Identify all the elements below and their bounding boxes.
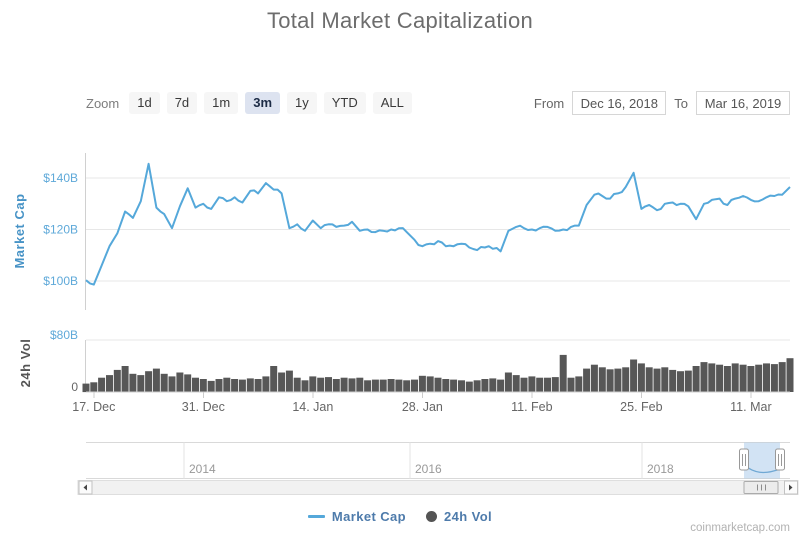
- navigator-year-label: 2016: [415, 462, 442, 476]
- zoom-ytd-button[interactable]: YTD: [323, 92, 366, 114]
- scrollbar-track[interactable]: [77, 480, 799, 495]
- market-cap-ytick: $140B: [43, 171, 78, 185]
- x-axis-label: 25. Feb: [620, 400, 662, 414]
- market-cap-pane[interactable]: $100B $120B $140B Market Cap: [12, 153, 791, 310]
- chart-controls: Zoom 1d 7d 1m 3m 1y YTD ALL From To: [86, 90, 790, 116]
- scrollbar-thumb[interactable]: [743, 481, 779, 494]
- scrollbar[interactable]: [77, 480, 799, 495]
- circle-marker-icon: [426, 511, 437, 522]
- legend-label-market-cap: Market Cap: [331, 509, 406, 524]
- from-label: From: [533, 95, 565, 111]
- x-axis-label: 17. Dec: [72, 400, 115, 414]
- line-marker-icon: [307, 515, 325, 518]
- scrollbar-left-button[interactable]: [78, 480, 93, 495]
- market-cap-ytick: $100B: [43, 274, 78, 288]
- zoom-1m-button[interactable]: 1m: [204, 92, 239, 114]
- page-title: Total Market Capitalization: [266, 8, 534, 33]
- x-axis-label: 31. Dec: [182, 400, 225, 414]
- navigator-year-label: 2014: [189, 462, 216, 476]
- x-axis-label: 28. Jan: [402, 400, 443, 414]
- attribution-text: coinmarketcap.com: [690, 522, 790, 534]
- x-axis-label: 14. Jan: [292, 400, 333, 414]
- volume-ytick-0: 0: [71, 380, 78, 394]
- zoom-1d-button[interactable]: 1d: [129, 92, 160, 114]
- legend-item-24h-vol[interactable]: 24h Vol: [426, 509, 492, 524]
- to-date-input[interactable]: [696, 91, 790, 115]
- navigator-handle-right[interactable]: [775, 448, 785, 471]
- from-date-input[interactable]: [572, 91, 667, 115]
- navigator-selected-range[interactable]: [744, 442, 780, 479]
- chart-legend: Market Cap 24h Vol: [0, 509, 800, 524]
- zoom-label: Zoom: [86, 95, 120, 111]
- volume-bars[interactable]: [82, 354, 794, 393]
- left-arrow-icon: [83, 484, 87, 491]
- legend-item-market-cap[interactable]: Market Cap: [307, 509, 406, 524]
- market-cap-line[interactable]: [85, 162, 791, 286]
- to-label: To: [674, 95, 688, 111]
- x-axis: 17. Dec 31. Dec 14. Jan 28. Jan 11. Feb 25. F…: [72, 392, 772, 414]
- scrollbar-right-button[interactable]: [784, 480, 798, 495]
- zoom-7d-button[interactable]: 7d: [166, 92, 198, 114]
- market-cap-ytick: $120B: [43, 223, 78, 237]
- volume-ytick-80b: $80B: [50, 328, 78, 342]
- navigator-handle-left[interactable]: [739, 448, 749, 471]
- navigator-year-label: 2018: [647, 462, 674, 476]
- volume-axis-title: 24h Vol: [18, 339, 33, 388]
- x-axis-label: 11. Mar: [730, 400, 771, 414]
- market-cap-axis-title: Market Cap: [12, 193, 27, 268]
- zoom-all-button[interactable]: ALL: [372, 92, 412, 114]
- x-axis-label: 11. Feb: [511, 400, 553, 414]
- legend-label-24h-vol: 24h Vol: [444, 509, 493, 524]
- volume-pane[interactable]: $80B 0 24h Vol: [18, 328, 794, 394]
- right-arrow-icon: [789, 484, 793, 491]
- zoom-3m-button[interactable]: 3m: [245, 92, 281, 114]
- zoom-1y-button[interactable]: 1y: [287, 92, 317, 114]
- navigator[interactable]: 2014 2016 2018: [86, 442, 790, 479]
